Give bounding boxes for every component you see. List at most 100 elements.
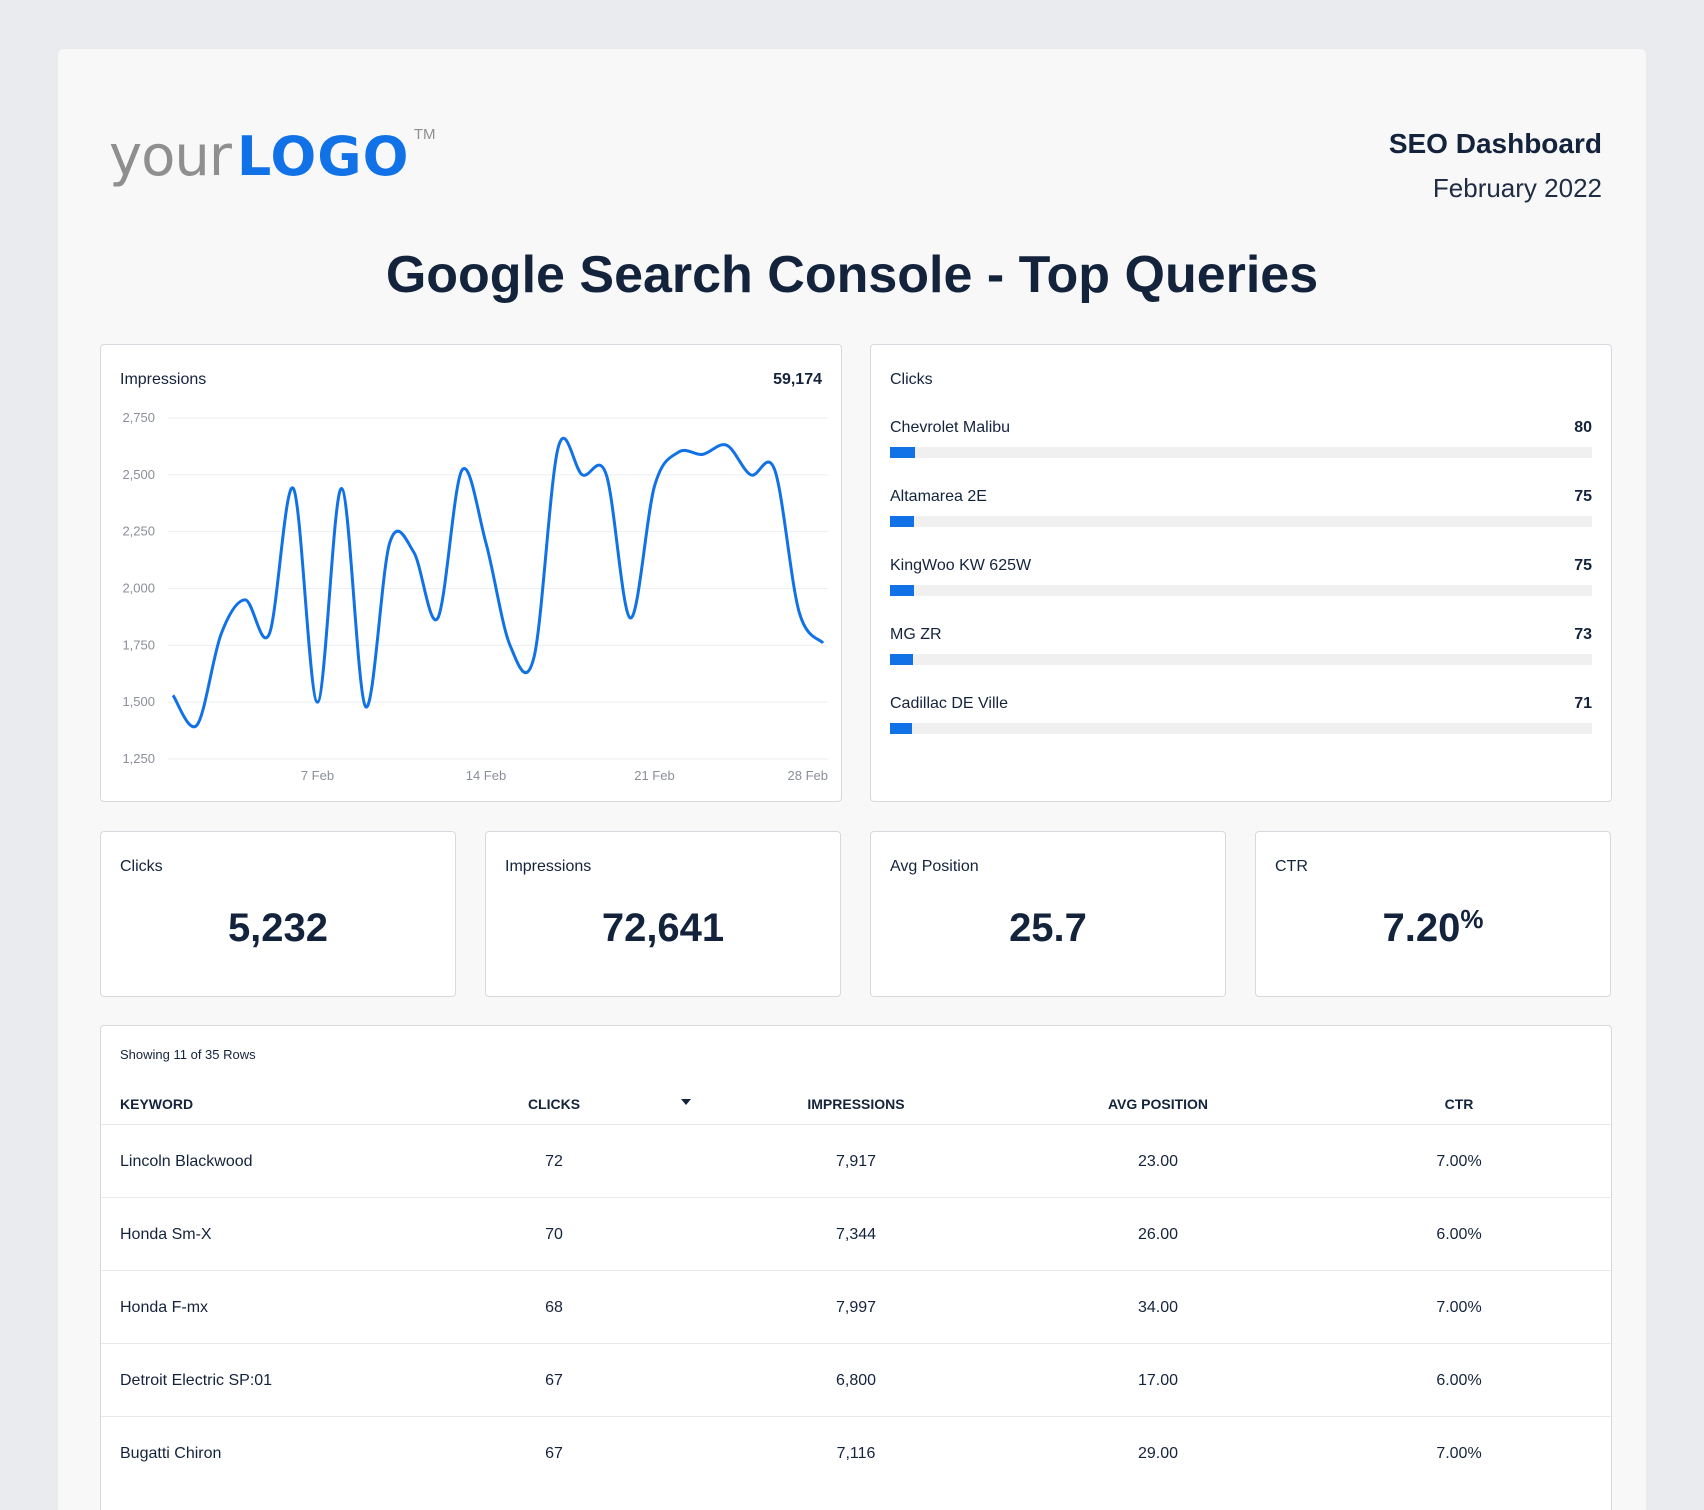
sort-descending-icon[interactable] [681, 1099, 691, 1105]
cell-keyword: Bugatti Chiron [120, 1445, 222, 1462]
impressions-chart-label: Impressions [120, 371, 207, 388]
kpi-value: 25.7 [1009, 906, 1087, 950]
column-header-impressions[interactable]: IMPRESSIONS [807, 1096, 905, 1112]
cell-avg-position: 34.00 [1137, 1299, 1179, 1316]
cell-ctr: 6.00% [1436, 1226, 1482, 1243]
cell-clicks: 67 [545, 1372, 563, 1389]
logo-text-bold: LOGO [236, 125, 410, 188]
cell-ctr: 7.00% [1436, 1445, 1482, 1462]
y-tick-label: 2,250 [122, 524, 155, 539]
y-tick-label: 1,500 [122, 694, 155, 709]
cell-impressions: 6,800 [835, 1372, 877, 1389]
table-row: Honda Sm-X 70 7,344 26.00 6.00% [101, 1197, 1613, 1269]
clicks-bar-row: Altamarea 2E 75 [890, 488, 1592, 548]
table-row: Bugatti Chiron 67 7,116 29.00 7.00% [101, 1416, 1613, 1488]
clicks-bars-card: Clicks Chevrolet Malibu 80 Altamarea 2E 75 K… [870, 344, 1612, 802]
kpi-clicks: Clicks 5,232 [100, 831, 456, 997]
bar-track [890, 723, 1592, 734]
table-row: Lincoln Blackwood 72 7,917 23.00 7.00% [101, 1124, 1613, 1196]
cell-avg-position: 26.00 [1137, 1226, 1179, 1243]
bar-label: Cadillac DE Ville [890, 695, 1008, 712]
cell-impressions: 7,917 [835, 1153, 877, 1170]
cell-keyword: Honda Sm-X [120, 1226, 212, 1243]
kpi-label: Avg Position [890, 858, 979, 875]
bar-value: 71 [1574, 695, 1592, 712]
kpi-ctr: CTR 7.20% [1255, 831, 1611, 997]
bar-value: 75 [1574, 557, 1592, 574]
column-header-ctr[interactable]: CTR [1444, 1096, 1474, 1112]
cell-avg-position: 23.00 [1137, 1153, 1179, 1170]
x-tick-label: 21 Feb [634, 768, 674, 783]
kpi-impressions: Impressions 72,641 [485, 831, 841, 997]
y-tick-label: 2,750 [122, 410, 155, 425]
cell-ctr: 7.00% [1436, 1153, 1482, 1170]
kpi-value: 5,232 [227, 906, 329, 950]
cell-avg-position: 17.00 [1137, 1372, 1179, 1389]
page-title: Google Search Console - Top Queries [385, 246, 1319, 304]
report-date: February 2022 [1432, 173, 1602, 203]
cell-keyword: Honda F-mx [120, 1299, 209, 1316]
bar-track [890, 516, 1592, 527]
row-count-text: Showing 11 of 35 Rows [120, 1047, 256, 1062]
bar-fill [890, 723, 913, 734]
y-tick-label: 1,250 [122, 751, 155, 766]
clicks-bar-row: Chevrolet Malibu 80 [890, 419, 1592, 479]
bar-track [890, 654, 1592, 665]
x-tick-label: 14 Feb [466, 768, 506, 783]
kpi-value: 7.20% [1382, 904, 1484, 950]
column-header-avg-position[interactable]: AVG POSITION [1107, 1096, 1209, 1112]
impressions-chart-total: 59,174 [773, 371, 822, 388]
cell-clicks: 67 [545, 1445, 563, 1462]
x-tick-label: 28 Feb [788, 768, 828, 783]
company-logo: your LOGO TM [109, 124, 436, 189]
clicks-bars-label: Clicks [890, 371, 933, 388]
report-title: SEO Dashboard [1388, 128, 1602, 159]
bar-label: MG ZR [890, 626, 942, 643]
bar-fill [890, 447, 916, 458]
table-row: Honda F-mx 68 7,997 34.00 7.00% [101, 1270, 1613, 1342]
clicks-bar-row: KingWoo KW 625W 75 [890, 557, 1592, 617]
impressions-chart-card: Impressions 59,174 2,750 2,500 2,250 2,000 1… [100, 344, 842, 802]
cell-impressions: 7,344 [835, 1226, 877, 1243]
kpi-label: Impressions [505, 858, 592, 875]
bar-value: 80 [1574, 419, 1592, 436]
bar-fill [890, 654, 914, 665]
column-header-keyword[interactable]: KEYWORD [120, 1096, 194, 1112]
cell-ctr: 6.00% [1436, 1372, 1482, 1389]
bar-fill [890, 516, 914, 527]
cell-impressions: 7,997 [835, 1299, 877, 1316]
column-header-clicks[interactable]: CLICKS [527, 1096, 581, 1112]
cell-keyword: Lincoln Blackwood [120, 1153, 253, 1170]
bar-value: 75 [1574, 488, 1592, 505]
cell-clicks: 70 [545, 1226, 563, 1243]
cell-impressions: 7,116 [836, 1445, 876, 1462]
y-tick-label: 2,000 [122, 581, 155, 596]
impressions-series-line [171, 436, 825, 729]
y-tick-label: 2,500 [122, 467, 155, 482]
cell-ctr: 7.00% [1436, 1299, 1482, 1316]
cell-clicks: 72 [545, 1153, 563, 1170]
cell-clicks: 68 [545, 1299, 563, 1316]
kpi-label: Clicks [120, 858, 163, 875]
clicks-bar-row: Cadillac DE Ville 71 [890, 695, 1592, 755]
kpi-value: 72,641 [601, 906, 725, 950]
bar-label: Chevrolet Malibu [890, 419, 1011, 436]
bar-label: KingWoo KW 625W [890, 557, 1032, 574]
impressions-line-chart: 2,750 2,500 2,250 2,000 1,750 1,500 1,250 7 Feb… [122, 410, 828, 783]
bar-label: Altamarea 2E [890, 488, 987, 505]
logo-text-light: your [109, 124, 232, 189]
bar-fill [890, 585, 914, 596]
bar-track [890, 585, 1592, 596]
clicks-bar-row: MG ZR 73 [890, 626, 1592, 686]
logo-trademark: TM [413, 126, 436, 143]
cell-keyword: Detroit Electric SP:01 [120, 1372, 273, 1389]
table-row: Detroit Electric SP:01 67 6,800 17.00 6.00% [101, 1343, 1613, 1415]
bar-track [890, 447, 1592, 458]
x-tick-label: 7 Feb [301, 768, 334, 783]
report-sheet: your LOGO TM SEO Dashboard February 2022… [58, 49, 1646, 1510]
bar-value: 73 [1574, 626, 1592, 643]
kpi-label: CTR [1275, 858, 1308, 875]
kpi-avg-position: Avg Position 25.7 [870, 831, 1226, 997]
y-tick-label: 1,750 [122, 637, 155, 652]
queries-table: Showing 11 of 35 Rows KEYWORD CLICKS IMP… [100, 1025, 1613, 1510]
